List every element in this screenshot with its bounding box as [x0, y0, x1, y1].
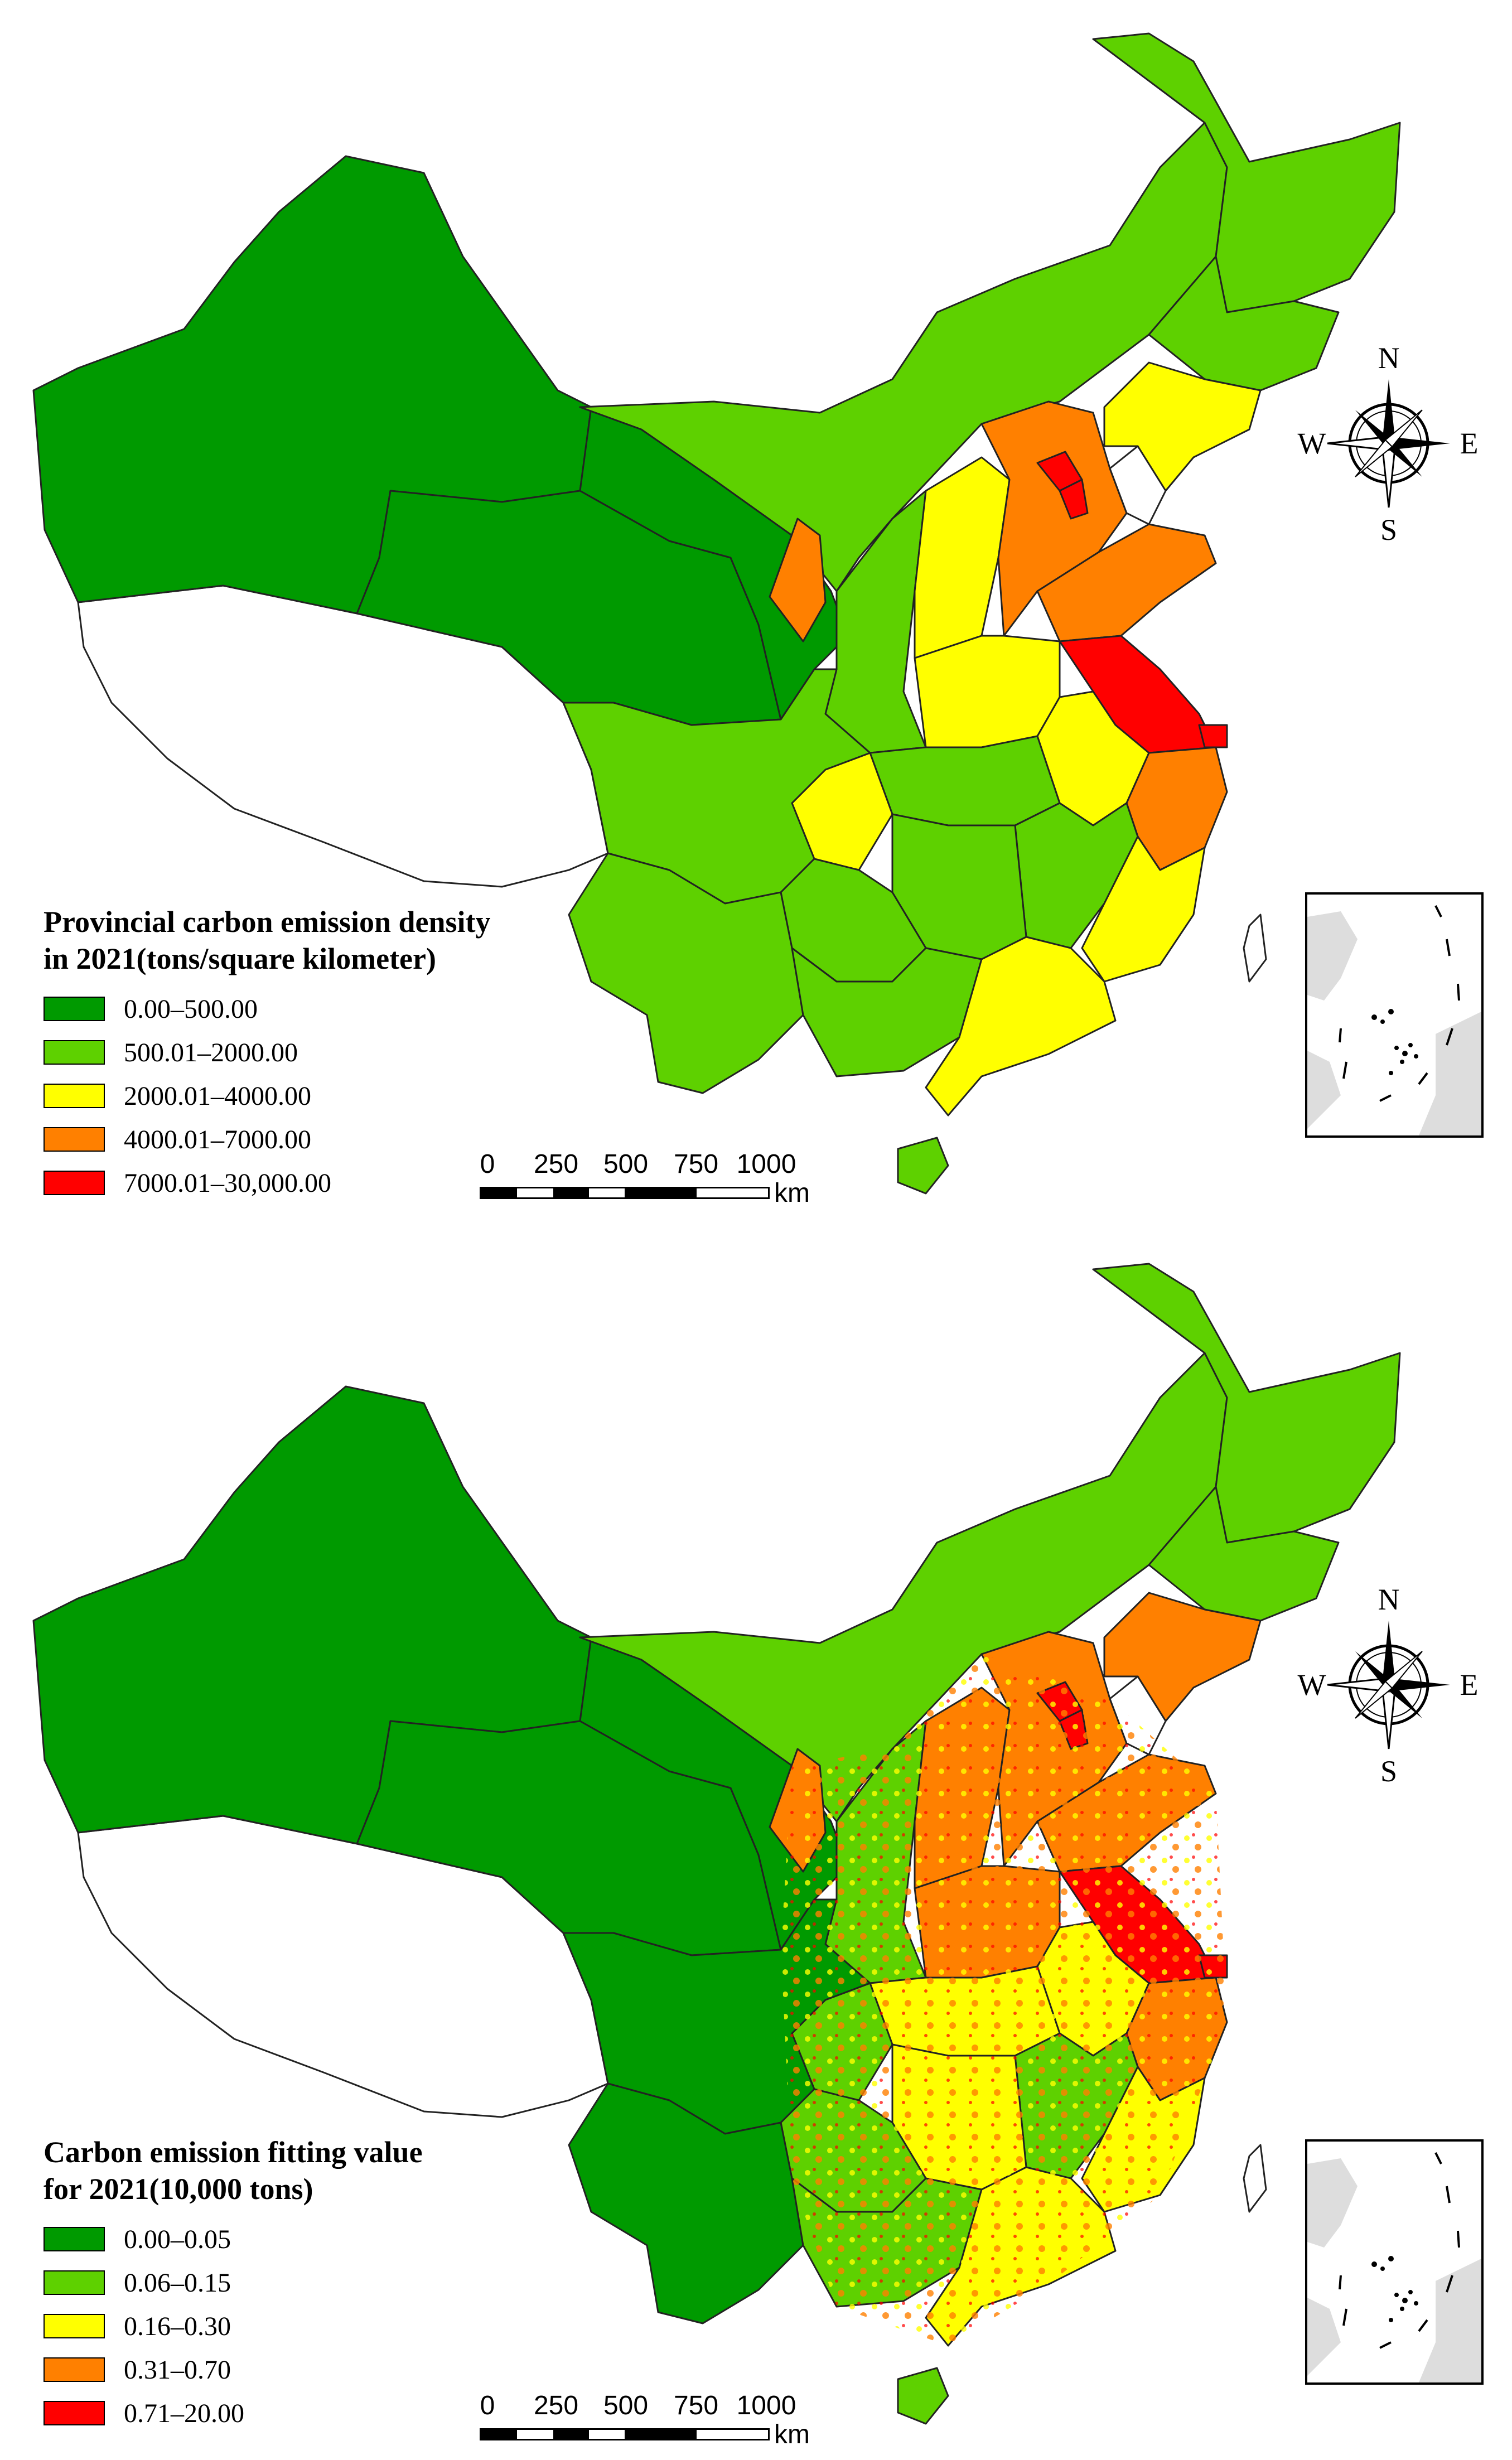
legend-swatch	[44, 2227, 105, 2251]
scale-unit: km	[774, 2420, 810, 2449]
legend-item: 2000.01–4000.00	[44, 1074, 491, 1118]
compass-s: S	[1380, 1755, 1398, 1788]
legend-swatch	[44, 2270, 105, 2295]
region-yunnan	[568, 852, 804, 1094]
legend-swatch	[44, 997, 105, 1021]
legend-label: 0.71–20.00	[124, 2398, 244, 2428]
region-guangdong	[925, 936, 1117, 1117]
scale-bar: 0 250 500 750 1000 km	[480, 1149, 837, 1210]
legend-label: 500.01–2000.00	[124, 1037, 298, 1067]
scale-tick: 750	[673, 2391, 719, 2420]
region-heilongjiang	[1092, 1263, 1401, 1544]
region-liaoning	[1103, 361, 1262, 492]
legend-label: 7000.01–30,000.00	[124, 1168, 331, 1198]
scale-tick: 750	[673, 1149, 719, 1179]
compass-rose-icon: N S W E	[1298, 1583, 1479, 1788]
scale-tick: 250	[533, 1149, 579, 1179]
china-density-map	[32, 32, 1401, 1195]
region-yunnan	[568, 2082, 804, 2324]
region-taiwan	[1243, 2144, 1267, 2213]
region-shanghai	[1198, 724, 1228, 748]
scale-bar: 0 250 500 750 1000 km	[480, 2390, 837, 2452]
legend-label: 0.00–0.05	[124, 2224, 231, 2254]
region-tianjin	[1059, 479, 1089, 520]
pixel-texture-east	[781, 1654, 1227, 2346]
legend-label: 0.31–0.70	[124, 2355, 231, 2385]
region-taiwan	[1243, 914, 1267, 983]
legend-swatch	[44, 2357, 105, 2382]
map-panel-density: Provincial carbon emission density in 20…	[32, 32, 1484, 1210]
legend-swatch	[44, 2314, 105, 2338]
legend-item: 0.06–0.15	[44, 2261, 423, 2304]
legend-swatch	[44, 1171, 105, 1195]
compass-w: W	[1297, 1668, 1326, 1702]
compass-n: N	[1378, 1583, 1400, 1616]
legend-swatch	[44, 2401, 105, 2425]
compass-e: E	[1460, 427, 1479, 460]
scale-tick: 500	[603, 1149, 649, 1179]
scale-tick: 1000	[736, 1149, 796, 1179]
region-hainan	[897, 1137, 949, 1195]
region-henan	[914, 635, 1061, 748]
legend-item: 500.01–2000.00	[44, 1031, 491, 1074]
scale-bar-graphic	[480, 2428, 770, 2440]
region-fujian	[1081, 835, 1206, 983]
legend-item: 0.00–500.00	[44, 987, 491, 1031]
compass-n: N	[1378, 341, 1400, 375]
legend-label: 4000.01–7000.00	[124, 1124, 311, 1154]
region-hainan	[897, 2367, 949, 2425]
region-hubei	[869, 735, 1061, 827]
scale-tick: 1000	[736, 2391, 796, 2420]
map-panel-fitting: Carbon emission fitting value for 2021(1…	[0, 1230, 1512, 2460]
legend-item: 0.16–0.30	[44, 2304, 423, 2348]
legend-label: 2000.01–4000.00	[124, 1081, 311, 1111]
region-ningxia	[769, 518, 827, 642]
legend-label: 0.16–0.30	[124, 2311, 231, 2341]
legend-label: 0.06–0.15	[124, 2268, 231, 2298]
legend-swatch	[44, 1040, 105, 1065]
legend-label: 0.00–500.00	[124, 994, 258, 1024]
scale-unit: km	[774, 1178, 810, 1208]
scale-bar-graphic	[480, 1187, 770, 1199]
legend-fitting: Carbon emission fitting value for 2021(1…	[44, 2134, 423, 2435]
legend-title: Carbon emission fitting value for 2021(1…	[44, 2135, 423, 2206]
china-fitting-map	[32, 1263, 1401, 2425]
compass-w: W	[1297, 427, 1326, 460]
scale-tick: 500	[603, 2391, 649, 2420]
legend-item: 0.00–0.05	[44, 2217, 423, 2261]
legend-swatch	[44, 1084, 105, 1108]
region-heilongjiang	[1092, 32, 1401, 313]
bohai-sea	[1109, 445, 1167, 525]
south-china-sea-inset	[1305, 2139, 1484, 2385]
legend-item: 7000.01–30,000.00	[44, 1161, 491, 1205]
legend-swatch	[44, 1127, 105, 1152]
legend-item: 0.71–20.00	[44, 2391, 423, 2435]
compass-s: S	[1380, 513, 1398, 547]
legend-density: Provincial carbon emission density in 20…	[44, 903, 491, 1205]
legend-item: 0.31–0.70	[44, 2348, 423, 2391]
compass-e: E	[1460, 1668, 1479, 1702]
legend-item: 4000.01–7000.00	[44, 1118, 491, 1161]
south-china-sea-inset	[1305, 892, 1484, 1138]
legend-title: Provincial carbon emission density in 20…	[44, 905, 491, 975]
region-liaoning	[1103, 1592, 1262, 1722]
scale-tick: 0	[480, 1149, 495, 1179]
region-shanxi	[914, 456, 1011, 659]
scale-tick: 0	[480, 2391, 495, 2420]
compass-rose-icon: N S W E	[1298, 341, 1479, 547]
scale-tick: 250	[533, 2391, 579, 2420]
